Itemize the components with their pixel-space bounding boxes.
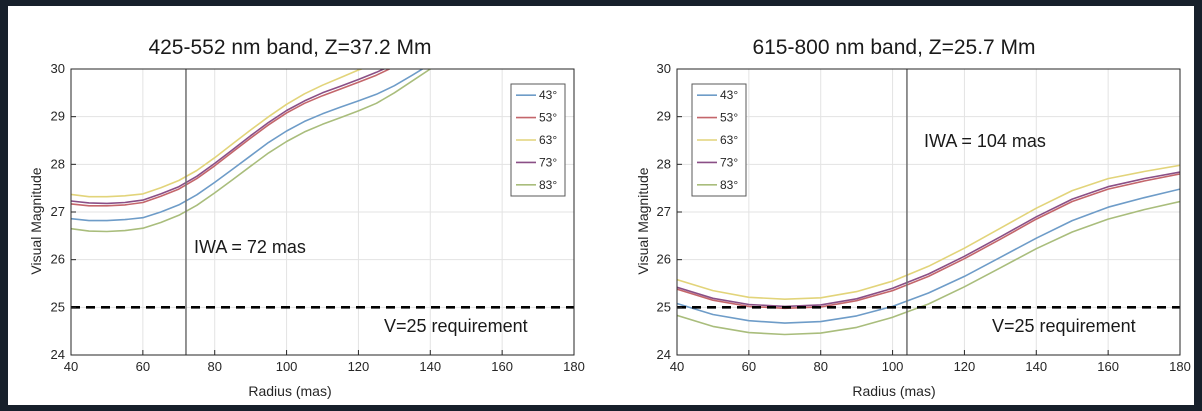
requirement-label: V=25 requirement [992,316,1136,336]
legend-entry-1: 43° [539,88,557,102]
y-tick-label: 28 [657,156,671,171]
chart-figure: 425-552 nm band, Z=37.2 Mm 40 60 80 100 120 1… [28,36,1191,399]
chart-425-552nm: 425-552 nm band, Z=37.2 Mm 40 60 80 100 120 1… [28,36,585,399]
y-tick-label: 29 [657,109,671,124]
series-line-5 [677,200,1180,336]
series-line-2 [677,173,1180,310]
x-tick-label: 40 [670,359,684,374]
x-tick-label: 120 [954,359,976,374]
series-line-3 [677,164,1180,301]
x-tick-label: 60 [742,359,756,374]
y-tick-label: 30 [51,61,65,76]
x-tick-label: 100 [276,359,298,374]
x-tick-label: 120 [348,359,370,374]
y-tick-label: 25 [657,299,671,314]
y-tick-label: 29 [51,109,65,124]
y-tick-label: 27 [51,204,65,219]
x-tick-label: 160 [1097,359,1119,374]
y-tick-label: 26 [657,252,671,267]
iwa-label: IWA = 104 mas [924,131,1046,151]
y-tick-label: 27 [657,204,671,219]
y-tick-label: 26 [51,252,65,267]
x-tick-label: 40 [64,359,78,374]
x-tick-label: 140 [419,359,441,374]
y-axis-label: Visual Magnitude [635,167,651,274]
series-line-2 [71,69,392,207]
series-line-1 [71,69,424,222]
figure-panel: 425-552 nm band, Z=37.2 Mm 40 60 80 100 120 1… [8,6,1194,405]
series-line-3 [71,69,365,198]
x-tick-label: 180 [563,359,585,374]
y-tick-label: 28 [51,156,65,171]
series-line-5 [71,69,431,233]
series-line-4 [677,171,1180,308]
series-group [71,69,431,233]
y-tick-label: 30 [657,61,671,76]
requirement-label: V=25 requirement [384,316,528,336]
series-line-1 [677,188,1180,324]
legend-entry-3: 63° [539,133,557,147]
x-tick-label: 160 [491,359,513,374]
series-line-4 [71,69,386,205]
legend-entry-5: 83° [539,178,557,192]
legend-entry-4: 73° [720,155,738,169]
x-axis-label: Radius (mas) [852,383,935,399]
y-tick-label: 24 [51,347,65,362]
legend-box [510,83,566,197]
iwa-label: IWA = 72 mas [194,237,306,257]
x-tick-label: 80 [813,359,827,374]
x-tick-label: 180 [1169,359,1191,374]
chart-title: 615-800 nm band, Z=25.7 Mm [752,36,1035,59]
chart-title: 425-552 nm band, Z=37.2 Mm [148,36,431,59]
x-tick-label: 60 [136,359,150,374]
x-tick-label: 80 [207,359,221,374]
y-tick-label: 24 [657,347,671,362]
y-axis-label: Visual Magnitude [28,167,44,274]
chart-615-800nm: 615-800 nm band, Z=25.7 Mm 40 60 80 100 120 1… [635,36,1191,399]
series-group [677,164,1180,336]
legend-entry-2: 53° [720,111,738,125]
legend-entry-2: 53° [539,111,557,125]
legend-entry-4: 73° [539,155,557,169]
legend-entry-3: 63° [720,133,738,147]
x-tick-label: 140 [1025,359,1047,374]
x-axis-label: Radius (mas) [248,383,331,399]
legend-entry-5: 83° [720,178,738,192]
x-tick-label: 100 [882,359,904,374]
legend-entry-1: 43° [720,88,738,102]
y-tick-label: 25 [51,299,65,314]
